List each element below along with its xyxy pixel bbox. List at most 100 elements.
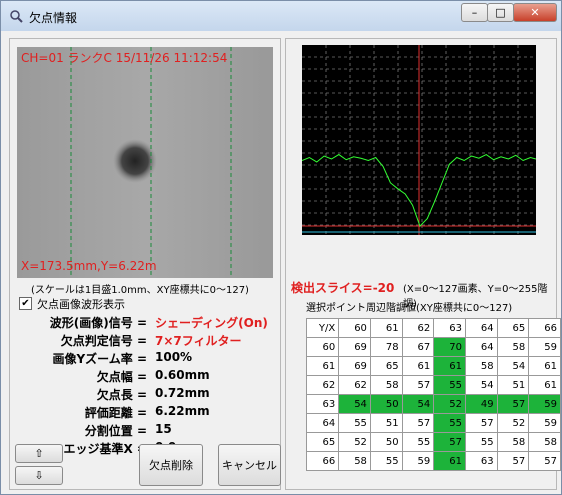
table-cell: 52: [339, 433, 371, 452]
table-cell: 70: [434, 338, 466, 357]
header-cell: Y/X: [307, 319, 339, 338]
header-cell: 63: [434, 319, 466, 338]
header-cell: 61: [370, 319, 402, 338]
table-cell: 51: [370, 414, 402, 433]
info-row: 画像Yズーム率 = 100%: [15, 350, 335, 366]
info-value: 15: [155, 422, 172, 436]
header-cell: 60: [339, 319, 371, 338]
table-cell: 58: [529, 433, 561, 452]
table-cell: 62: [307, 376, 339, 395]
table-cell: 57: [497, 395, 529, 414]
table-cell: 63: [465, 452, 497, 471]
table-cell: 57: [497, 452, 529, 471]
table-cell: 54: [497, 357, 529, 376]
table-cell: 61: [529, 357, 561, 376]
table-cell: 59: [529, 338, 561, 357]
table-cell: 60: [307, 338, 339, 357]
info-value: 6.22mm: [155, 404, 210, 418]
table-cell: 54: [402, 395, 434, 414]
table-cell: 51: [497, 376, 529, 395]
info-value: 100%: [155, 350, 192, 364]
image-caption: (スケールは1目盛1.0mm、XY座標共に0～127): [31, 281, 249, 296]
table-cell: 69: [339, 338, 371, 357]
table-cell: 58: [497, 338, 529, 357]
table-cell: 59: [529, 414, 561, 433]
header-cell: 64: [465, 319, 497, 338]
table-cell: 78: [370, 338, 402, 357]
info-label: 評価距離 =: [85, 404, 147, 421]
table-cell: 65: [370, 357, 402, 376]
info-row: 欠点長 = 0.72mm: [15, 386, 335, 402]
minimize-button[interactable]: –: [461, 3, 488, 22]
info-value: 0.60mm: [155, 368, 210, 382]
table-cell: 50: [370, 433, 402, 452]
checkbox[interactable]: ✔: [19, 297, 32, 310]
table-cell: 61: [434, 452, 466, 471]
table-cell: 61: [307, 357, 339, 376]
table-cell: 52: [434, 395, 466, 414]
table-cell: 61: [529, 376, 561, 395]
table-cell: 57: [529, 452, 561, 471]
slice-label: 検出スライス=-20: [291, 279, 394, 296]
info-label: 分割位置 =: [85, 422, 147, 439]
table-cell: 55: [465, 433, 497, 452]
table-cell: 61: [402, 357, 434, 376]
overlay-text: X=173.5mm,Y=6.22m: [21, 259, 157, 273]
info-row: 評価距離 = 6.22mm: [15, 404, 335, 420]
info-row: 分割位置 = 15: [15, 422, 335, 438]
table-cell: 67: [402, 338, 434, 357]
title-bar: 欠点情報 – □ ✕: [1, 1, 561, 31]
table-cell: 55: [402, 433, 434, 452]
table-cell: 58: [370, 376, 402, 395]
window-title: 欠点情報: [29, 9, 77, 26]
table-cell: 58: [339, 452, 371, 471]
table-cell: 59: [529, 395, 561, 414]
info-row: 欠点幅 = 0.60mm: [15, 368, 335, 384]
table-cell: 54: [339, 395, 371, 414]
info-label: 欠点幅 =: [97, 368, 147, 385]
table-cell: 55: [370, 452, 402, 471]
maximize-button[interactable]: □: [487, 3, 514, 22]
icon: [9, 9, 23, 23]
delete-button[interactable]: 欠点削除: [139, 444, 203, 486]
table-title: 選択ポイント周辺階調値(XY座標共に0～127): [306, 299, 512, 314]
table-cell: 62: [339, 376, 371, 395]
info-value: 0.72mm: [155, 386, 210, 400]
info-label: 波形(画像)信号 =: [50, 314, 147, 331]
cancel-button[interactable]: キャンセル: [218, 444, 281, 486]
table-cell: 55: [339, 414, 371, 433]
window: 欠点情報 – □ ✕ CH=01 ランクC 15/11/26 11:12:54 …: [0, 0, 562, 495]
info-row: 波形(画像)信号 = シェーディング(On): [15, 314, 335, 330]
table-cell: 57: [465, 414, 497, 433]
header-cell: 62: [402, 319, 434, 338]
table-cell: 66: [307, 452, 339, 471]
table-cell: 55: [434, 376, 466, 395]
info-label: 画像Yズーム率 =: [52, 350, 147, 367]
table-cell: 52: [497, 414, 529, 433]
table-cell: 57: [402, 376, 434, 395]
down-button[interactable]: ⇩: [15, 466, 63, 485]
info-label: 欠点長 =: [97, 386, 147, 403]
info-value: シェーディング(On): [155, 314, 268, 331]
table-cell: 63: [307, 395, 339, 414]
overlay-text: CH=01 ランクC 15/11/26 11:12:54: [21, 49, 227, 66]
table-cell: 64: [307, 414, 339, 433]
info-label: 欠点判定信号 =: [61, 332, 147, 349]
table-cell: 58: [465, 357, 497, 376]
up-button[interactable]: ⇧: [15, 444, 63, 463]
close-button[interactable]: ✕: [513, 3, 557, 22]
table-cell: 50: [370, 395, 402, 414]
table-cell: 55: [434, 414, 466, 433]
info-row: 欠点判定信号 =7×7フィルター: [15, 332, 335, 348]
table-cell: 69: [339, 357, 371, 376]
table-cell: 58: [497, 433, 529, 452]
waveform-plot: [302, 45, 536, 235]
info-label: エッジ基準X =: [64, 440, 148, 457]
table-cell: 57: [402, 414, 434, 433]
table-cell: 54: [465, 376, 497, 395]
